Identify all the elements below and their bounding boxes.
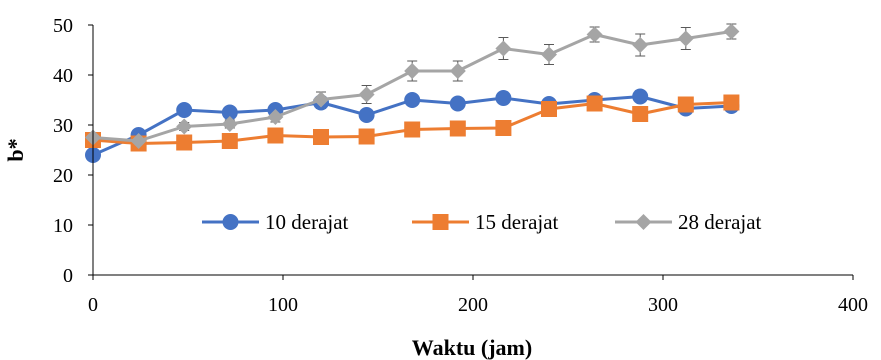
y-tick-label: 0 <box>63 265 73 287</box>
y-axis-title: b* <box>3 138 28 161</box>
data-point <box>632 37 649 53</box>
data-point <box>221 133 238 149</box>
data-point <box>677 96 694 113</box>
y-tick-label: 30 <box>53 115 73 137</box>
y-tick-label: 10 <box>53 215 73 237</box>
data-point <box>723 94 740 111</box>
data-point <box>358 128 375 145</box>
x-axis-title: Waktu (jam) <box>412 335 532 360</box>
x-tick-label: 100 <box>268 294 298 316</box>
data-point <box>176 118 193 135</box>
data-point <box>723 23 740 40</box>
data-point <box>313 129 329 145</box>
data-point <box>495 120 512 136</box>
data-point <box>267 109 284 125</box>
data-point <box>677 30 694 47</box>
data-point <box>449 120 466 137</box>
data-point <box>221 116 238 132</box>
legend-label: 15 derajat <box>475 210 559 234</box>
legend: 10 derajat 15 derajat 28 derajat <box>202 210 762 234</box>
data-point <box>267 127 284 144</box>
axes <box>88 24 854 280</box>
x-tick-label: 200 <box>458 294 488 316</box>
y-tick-label: 20 <box>53 165 73 187</box>
tick-labels: 0 10 20 30 40 50 0 100 200 300 400 <box>53 15 868 316</box>
legend-label: 10 derajat <box>265 210 349 234</box>
data-point <box>586 95 603 112</box>
legend-label: 28 derajat <box>678 210 762 234</box>
data-point <box>130 133 147 149</box>
data-point <box>632 88 649 105</box>
data-point <box>358 107 375 123</box>
data-point <box>404 63 421 79</box>
x-tick-label: 400 <box>838 294 868 316</box>
data-point <box>404 121 421 138</box>
series-2 <box>85 23 740 149</box>
data-point <box>449 63 466 79</box>
data-point <box>449 95 466 112</box>
series-1 <box>85 94 740 152</box>
data-point <box>404 92 421 108</box>
legend-marker <box>432 214 449 230</box>
x-tick-label: 300 <box>648 294 678 316</box>
data-point <box>495 40 512 57</box>
series-layer <box>85 23 740 163</box>
data-point <box>176 134 193 151</box>
legend-marker <box>222 214 239 230</box>
data-point <box>495 90 512 106</box>
y-tick-label: 40 <box>53 65 73 87</box>
data-point <box>358 86 375 103</box>
y-tick-label: 50 <box>53 15 73 37</box>
data-point <box>541 101 557 117</box>
data-point <box>176 102 193 118</box>
data-point <box>313 91 329 108</box>
data-point <box>632 106 649 122</box>
data-point <box>221 104 238 121</box>
data-point <box>541 46 557 63</box>
legend-marker <box>635 214 652 230</box>
data-point <box>586 26 603 43</box>
x-tick-label: 0 <box>88 294 98 316</box>
